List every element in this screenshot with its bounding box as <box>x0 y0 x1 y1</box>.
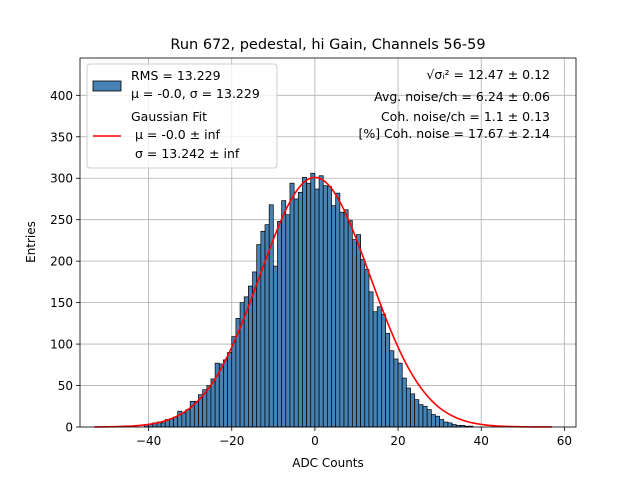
histogram-bar <box>393 358 399 428</box>
histogram-bar <box>260 230 266 428</box>
histogram-bar <box>418 404 424 428</box>
legend-box <box>86 63 278 169</box>
y-axis-ticks: 0 50 100 150 200 250 300 350 400 <box>50 89 80 435</box>
annotation-rms-noise-math: √σᵢ² <box>426 67 449 82</box>
annotation-rms-noise-value: = 12.47 ± 0.12 <box>450 67 550 82</box>
histogram-bar <box>356 234 361 428</box>
histogram-bar <box>218 363 224 428</box>
histogram-bar <box>414 399 420 428</box>
plot-frame <box>79 57 577 428</box>
annotation-coh-noise: Coh. noise/ch = 1.1 ± 0.13 <box>381 109 550 124</box>
histogram-bar <box>351 239 357 428</box>
histogram-bar <box>331 205 337 428</box>
histogram-bar <box>285 214 291 428</box>
histogram-bar <box>160 422 166 428</box>
histogram-bar <box>173 416 179 428</box>
legend-fit-line-1: Gaussian Fit <box>131 109 207 124</box>
histogram-bar <box>272 265 278 428</box>
histogram-bar <box>426 409 432 428</box>
y-tick-label: 0 <box>65 421 73 435</box>
histogram-bar <box>381 313 386 428</box>
histogram-bar <box>389 350 395 428</box>
histogram-bar <box>435 415 440 428</box>
histogram-bar <box>310 172 316 428</box>
histogram-bar <box>447 422 453 428</box>
annotation-coh-noise-percent: [%] Coh. noise = 17.67 ± 2.14 <box>358 126 550 141</box>
x-tick-label: −20 <box>219 434 244 448</box>
histogram-bar <box>277 221 282 428</box>
y-tick-label: 400 <box>50 89 73 103</box>
x-axis-label: ADC Counts <box>292 456 364 470</box>
histogram-bar <box>406 387 411 428</box>
histogram-bar <box>227 352 233 428</box>
histogram-bar <box>401 377 407 428</box>
histogram-bar <box>385 332 391 428</box>
histogram-bar <box>376 306 382 428</box>
histogram-bar <box>335 192 341 428</box>
x-tick-label: −40 <box>136 434 161 448</box>
histogram-bar <box>289 182 295 428</box>
histogram-bar <box>364 269 370 428</box>
y-tick-label: 300 <box>50 172 73 186</box>
y-tick-label: 200 <box>50 255 73 269</box>
histogram-bar <box>368 291 374 428</box>
x-tick-label: 20 <box>390 434 405 448</box>
histogram-bar <box>410 393 416 428</box>
histogram-bar <box>206 385 212 428</box>
noise-annotations: √σᵢ² = 12.47 ± 0.12 Avg. noise/ch = 6.24… <box>358 67 550 141</box>
histogram-bar <box>302 177 307 428</box>
histogram-bar <box>297 191 303 428</box>
histogram-bar <box>360 259 366 428</box>
histogram-bar <box>293 198 299 428</box>
histogram-bar <box>327 186 332 428</box>
histogram-bar <box>193 400 199 428</box>
histogram-bar <box>231 336 237 428</box>
histogram-bar <box>210 378 216 428</box>
gaussian-fit-line <box>94 176 552 428</box>
y-axis-label: Entries <box>24 221 38 263</box>
x-axis-ticks: −40 −20 0 20 40 60 <box>136 427 572 448</box>
histogram-bar <box>256 244 262 428</box>
histogram-bar <box>443 421 449 428</box>
histogram-bar <box>185 409 191 428</box>
legend-fit-line-2: μ = -0.0 ± inf <box>131 127 221 142</box>
histogram-bar <box>306 182 312 428</box>
legend: RMS = 13.229 μ = -0.0, σ = 13.229 Gaussi… <box>86 63 278 169</box>
histogram-bar <box>281 200 287 428</box>
legend-histogram-line-2: μ = -0.0, σ = 13.229 <box>131 86 260 101</box>
annotation-rms-noise: √σᵢ² = 12.47 ± 0.12 <box>426 67 550 82</box>
histogram-bar <box>422 405 428 428</box>
legend-histogram-line-1: RMS = 13.229 <box>131 68 221 83</box>
y-tick-label: 250 <box>50 213 73 227</box>
chart-title: Run 672, pedestal, hi Gain, Channels 56-… <box>170 37 485 53</box>
histogram-bar <box>318 175 324 428</box>
histogram-bar <box>430 414 436 428</box>
histogram-bar <box>268 204 274 428</box>
x-tick-label: 40 <box>474 434 489 448</box>
histogram-bar <box>343 209 349 428</box>
histogram-bar <box>347 220 353 428</box>
x-tick-label: 0 <box>311 434 319 448</box>
histogram-bar <box>181 412 187 428</box>
y-tick-label: 50 <box>58 379 73 393</box>
histogram-bar <box>314 188 320 428</box>
histogram-bar <box>439 419 445 428</box>
histogram-bar <box>322 185 328 428</box>
histogram-bar <box>397 362 403 428</box>
annotation-avg-noise: Avg. noise/ch = 6.24 ± 0.06 <box>374 89 550 104</box>
y-tick-label: 100 <box>50 338 73 352</box>
histogram-bar <box>223 359 228 428</box>
legend-fit-line-3: σ = 13.242 ± inf <box>131 146 240 161</box>
histogram-bar <box>372 311 378 428</box>
x-tick-label: 60 <box>557 434 572 448</box>
histogram-bar <box>339 211 345 428</box>
legend-histogram-swatch <box>92 80 122 92</box>
y-tick-label: 150 <box>50 296 73 310</box>
y-tick-label: 350 <box>50 130 73 144</box>
